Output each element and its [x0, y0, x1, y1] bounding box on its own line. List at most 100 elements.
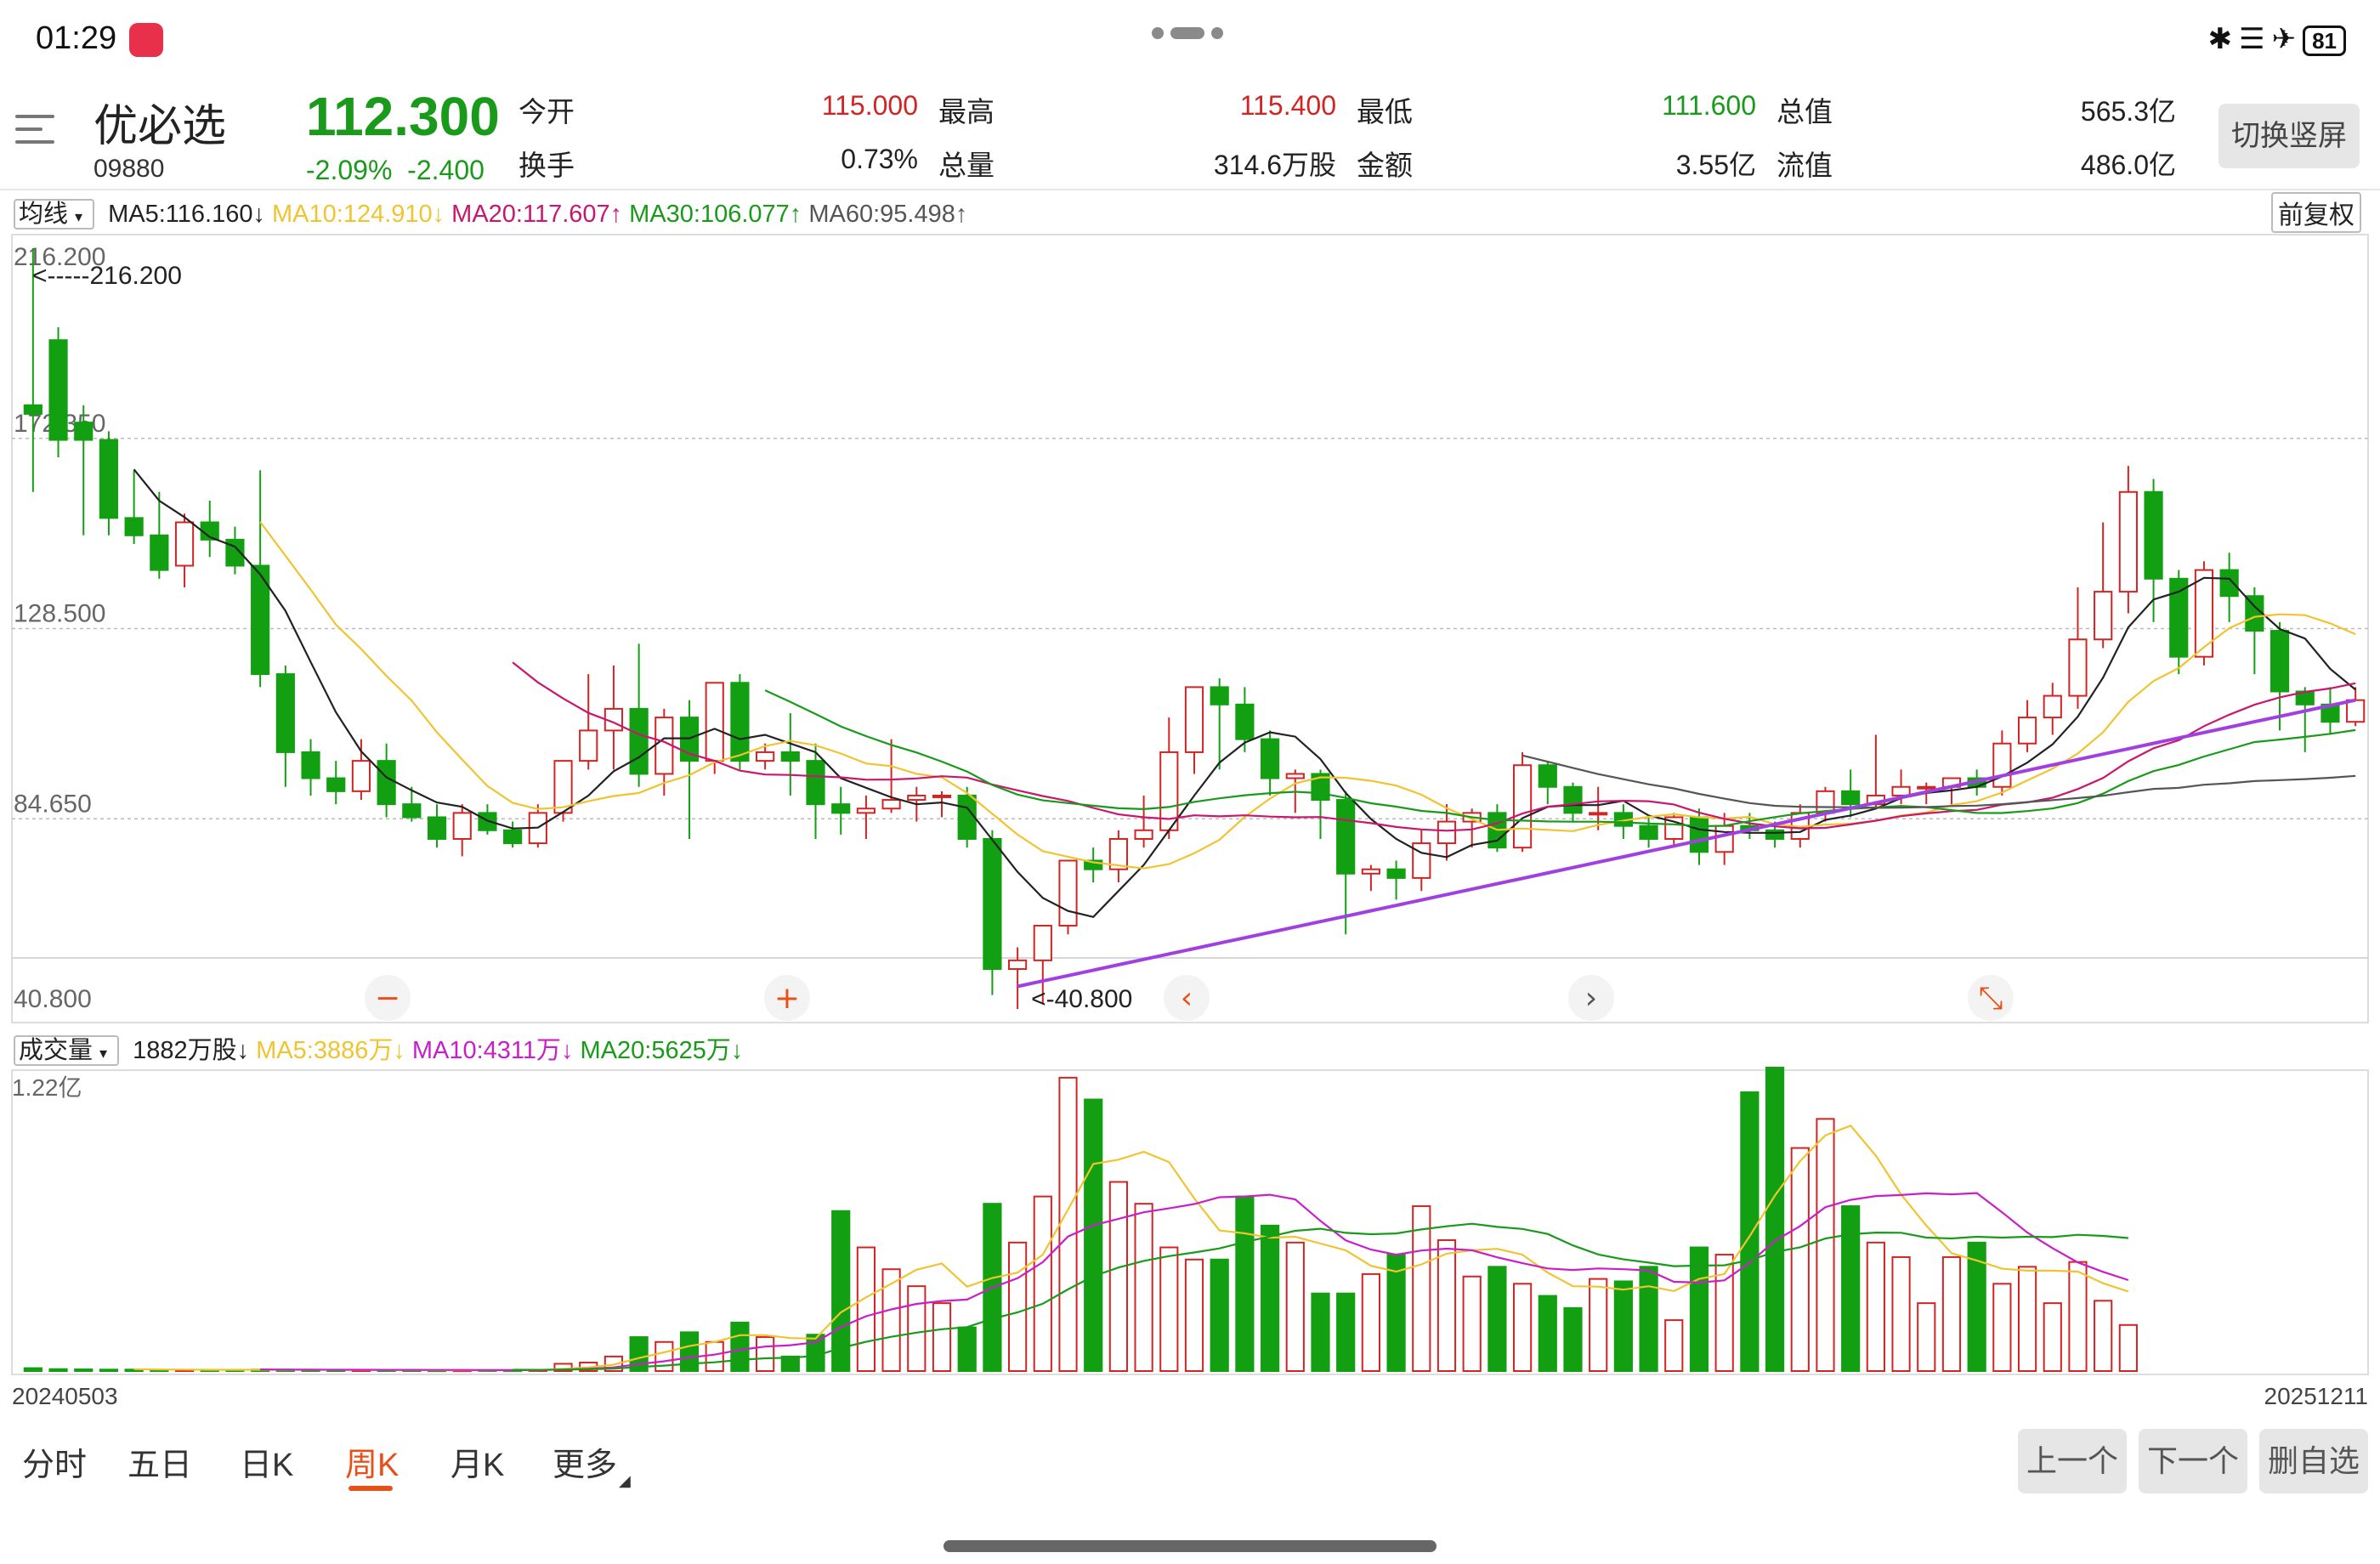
candle-body [2068, 638, 2088, 697]
quote-label-volume: 总量 [938, 150, 994, 181]
bluetooth-icon: ✱ [2207, 23, 2240, 55]
scroll-right-icon[interactable]: › [1585, 981, 1597, 1016]
price-axis-label: 84.650 [14, 790, 92, 818]
candle-body [1260, 738, 1280, 779]
candle-body [351, 760, 371, 792]
candle-body [1436, 820, 1457, 845]
ma-line-ma20 [512, 661, 2356, 832]
prev-stock-button[interactable]: 上一个 [2018, 1429, 2127, 1493]
quote-value-float: 486.0亿 [2080, 150, 2176, 180]
volume-bar [957, 1326, 977, 1372]
tab-more[interactable]: 更多 [552, 1448, 618, 1483]
ma-line-ma5 [133, 468, 2356, 919]
candle-body [23, 404, 42, 415]
change-abs: -2.400 [407, 155, 484, 185]
volume-bar [99, 1368, 119, 1372]
ma-legend-item-0: MA5:116.160↓ [108, 201, 265, 228]
candle-body [1084, 859, 1103, 870]
volume-bar [856, 1246, 876, 1372]
candle-body [2270, 630, 2290, 693]
tab-daily-k[interactable]: 日K [240, 1448, 294, 1483]
remove-watchlist-button[interactable]: 删自选 [2259, 1429, 2368, 1493]
volume-bar [74, 1368, 94, 1372]
candle-body [1639, 824, 1658, 840]
volume-chart[interactable]: 1.22亿 20240503 20251211 [0, 1067, 2380, 1420]
change-pct: -2.09% [306, 155, 393, 185]
candle-body [1184, 686, 1204, 753]
candle-body [2118, 490, 2138, 593]
volume-ma-line-20 [513, 1222, 2128, 1371]
quote-value-volume: 314.6万股 [1213, 150, 1336, 180]
zoom-out-icon[interactable]: − [375, 981, 400, 1016]
candle-body [1563, 785, 1583, 814]
ma-legend: 均线 ▾ MA5:116.160↓ MA10:124.910↓ MA20:117.60… [14, 194, 981, 230]
more-corner-icon: ◢ [619, 1472, 631, 1489]
window-handle-icon[interactable] [1152, 26, 1230, 41]
volume-bar [1210, 1258, 1229, 1372]
volume-bar [1361, 1272, 1380, 1372]
volume-bar [679, 1331, 700, 1372]
volume-bar [1790, 1147, 1810, 1373]
candle-body [907, 794, 926, 802]
candle-body [730, 682, 750, 762]
ma-line-ma30 [764, 689, 2356, 828]
tab-monthly-k[interactable]: 月K [450, 1448, 505, 1483]
candle-body [957, 794, 977, 840]
wifi-icon: ☰ [2239, 23, 2272, 55]
chart-control-button[interactable] [1968, 975, 2014, 1021]
chart-control-button[interactable] [1568, 975, 1614, 1021]
menu-icon[interactable] [15, 115, 54, 154]
candle-body [1235, 703, 1255, 740]
chart-control-button[interactable] [365, 975, 411, 1021]
candle-body [1841, 790, 1861, 806]
scroll-left-icon[interactable]: ‹ [1181, 981, 1193, 1016]
volume-bar [1941, 1255, 1962, 1372]
collapse-icon[interactable]: ⤡ [1979, 981, 2003, 1016]
chart-control-button[interactable] [1164, 975, 1210, 1021]
candle-body [1765, 829, 1785, 840]
next-stock-button[interactable]: 下一个 [2139, 1429, 2247, 1493]
candle-body [1386, 868, 1406, 879]
vol-legend-item-2: MA10:4311万↓ [411, 1037, 574, 1064]
candle-body [99, 439, 119, 519]
candlestick-chart[interactable]: 216.200172.350128.50084.65040.800<-----2… [0, 231, 2380, 1026]
candle-body [2043, 694, 2062, 719]
volume-selector[interactable]: 成交量 ▾ [14, 1035, 120, 1066]
volume-bar [1058, 1076, 1078, 1373]
candle-body [1008, 959, 1028, 971]
adjust-mode-button[interactable]: 前复权 [2271, 192, 2361, 233]
candle-body [756, 751, 775, 762]
ma-legend-item-1: MA10:124.910↓ [272, 201, 445, 228]
candle-body [806, 760, 825, 806]
volume-bar [2118, 1323, 2138, 1373]
indicator-selector[interactable]: 均线 ▾ [14, 199, 95, 230]
ma-line-ma10 [259, 521, 2356, 870]
candle-body [150, 534, 169, 571]
zoom-in-icon[interactable]: + [774, 981, 800, 1016]
date-end: 20251211 [2264, 1383, 2369, 1409]
volume-bar [1917, 1302, 1936, 1372]
candle-body [2017, 717, 2037, 745]
tab-intraday[interactable]: 分时 [22, 1448, 88, 1483]
tab-five-day[interactable]: 五日 [128, 1448, 193, 1483]
volume-bar [1184, 1258, 1204, 1372]
ma-legend-item-4: MA60:95.498↑ [808, 201, 968, 228]
volume-bar [1412, 1205, 1431, 1372]
battery-icon: 81 [2303, 26, 2346, 57]
volume-bar [1235, 1195, 1255, 1372]
volume-frame [11, 1069, 2369, 1375]
current-price: 112.300 [306, 86, 500, 147]
volume-bar [756, 1336, 775, 1373]
candle-body [705, 682, 724, 762]
candle-body [1412, 842, 1431, 879]
quote-value-turnover: 0.73% [841, 144, 918, 174]
volume-bar [1159, 1246, 1179, 1372]
chart-control-button[interactable] [764, 975, 810, 1021]
candle-body [251, 564, 270, 676]
switch-portrait-button[interactable]: 切换竖屏 [2218, 104, 2360, 168]
home-indicator[interactable] [944, 1540, 1436, 1552]
volume-bar [1992, 1283, 2012, 1372]
volume-bar [1816, 1118, 1835, 1372]
tab-weekly-k[interactable]: 周K [345, 1448, 400, 1483]
volume-bar [1260, 1224, 1280, 1372]
